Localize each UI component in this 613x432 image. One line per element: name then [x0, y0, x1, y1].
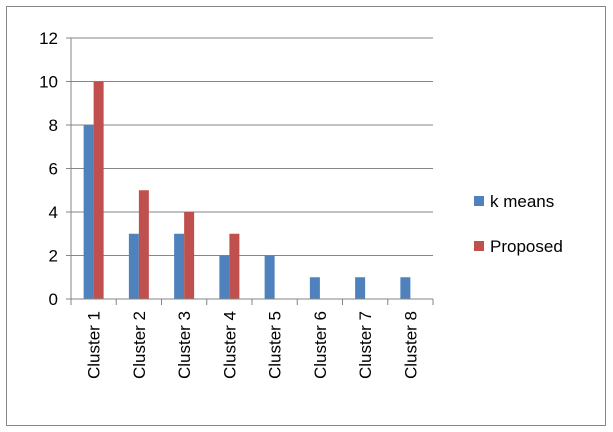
bar-proposed-3 [184, 212, 195, 299]
chart-frame [6, 6, 606, 426]
y-tick-labels: 0 2 4 6 8 10 12 [39, 29, 58, 309]
y-tick-label: 10 [39, 73, 58, 92]
x-tick-label: Cluster 4 [220, 311, 239, 379]
bars [83, 81, 411, 299]
bar-proposed-1 [93, 81, 104, 299]
bar-proposed-2 [138, 190, 149, 299]
bar-k-means-2 [128, 233, 139, 299]
bar-k-means-1 [83, 125, 94, 299]
y-tick-label: 2 [49, 247, 58, 266]
y-tick-label: 4 [49, 203, 58, 222]
y-tick-label: 8 [49, 116, 58, 135]
legend-label-proposed: Proposed [490, 237, 563, 256]
legend-swatch-proposed [474, 241, 484, 251]
bar-k-means-4 [219, 255, 230, 299]
bar-k-means-7 [355, 277, 366, 299]
bar-k-means-3 [174, 233, 185, 299]
x-tick-label: Cluster 2 [130, 311, 149, 379]
x-tick-label: Cluster 1 [85, 311, 104, 379]
bar-k-means-6 [309, 277, 320, 299]
bar-k-means-8 [400, 277, 411, 299]
x-tick-label: Cluster 3 [175, 311, 194, 379]
x-tick-label: Cluster 7 [356, 311, 375, 379]
x-tick-label: Cluster 6 [311, 311, 330, 379]
bar-k-means-5 [264, 255, 275, 299]
x-tick-labels: Cluster 1 Cluster 2 Cluster 3 Cluster 4 Clus… [85, 311, 421, 379]
gridlines [71, 37, 433, 256]
bar-proposed-4 [229, 233, 240, 299]
y-tick-label: 0 [49, 290, 58, 309]
y-tick-label: 6 [49, 160, 58, 179]
legend-label-k-means: k means [490, 192, 554, 211]
legend: k means Proposed [474, 192, 563, 256]
x-tick-label: Cluster 8 [401, 311, 420, 379]
axes [66, 37, 434, 305]
x-tick-label: Cluster 5 [266, 311, 285, 379]
legend-swatch-k-means [474, 196, 484, 206]
y-tick-label: 12 [39, 29, 58, 48]
